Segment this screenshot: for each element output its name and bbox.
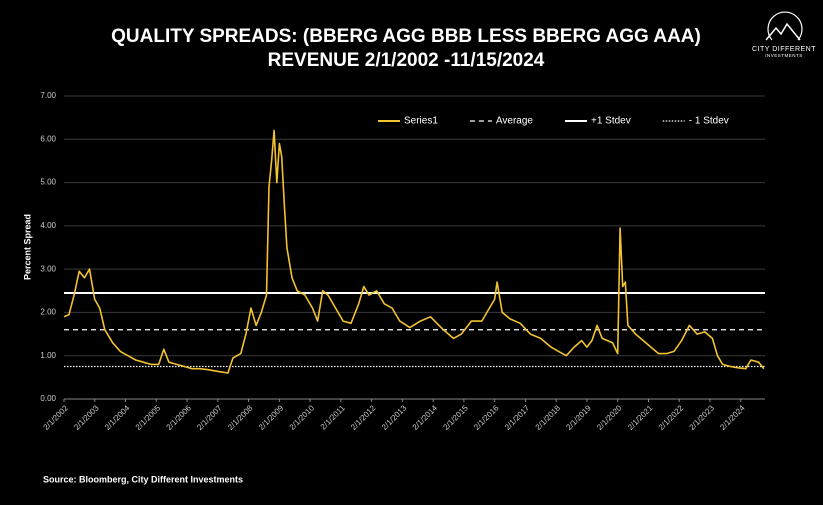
y-tick-label: 1.00 (40, 351, 56, 360)
legend-label: Average (496, 116, 534, 127)
logo-text: INVESTMENTS (765, 53, 803, 58)
source: Source: Bloomberg, City Different Invest… (43, 474, 243, 484)
y-tick-label: 0.00 (40, 394, 56, 403)
legend-label: - 1 Stdev (689, 116, 729, 127)
chart-title: QUALITY SPREADS: (BBERG AGG BBB LESS BBE… (111, 26, 701, 47)
y-tick-label: 6.00 (40, 134, 56, 143)
logo: CITY DIFFERENT INVESTMENTS (752, 11, 816, 58)
y-axis-label: Percent Spread (22, 214, 32, 280)
logo-arc (767, 11, 803, 41)
legend-label: Series1 (404, 116, 438, 127)
y-tick-label: 2.00 (40, 308, 56, 317)
logo-mountain (765, 22, 801, 41)
y-tick-label: 7.00 (40, 91, 56, 100)
chart-title: REVENUE 2/1/2002 -11/15/2024 (268, 50, 545, 71)
logo-text: CITY DIFFERENT (752, 46, 816, 53)
y-tick-label: 3.00 (40, 264, 56, 273)
y-tick-label: 4.00 (40, 221, 56, 230)
y-tick-label: 5.00 (40, 178, 56, 187)
legend-label: +1 Stdev (591, 116, 631, 127)
series-line (63, 129, 765, 374)
